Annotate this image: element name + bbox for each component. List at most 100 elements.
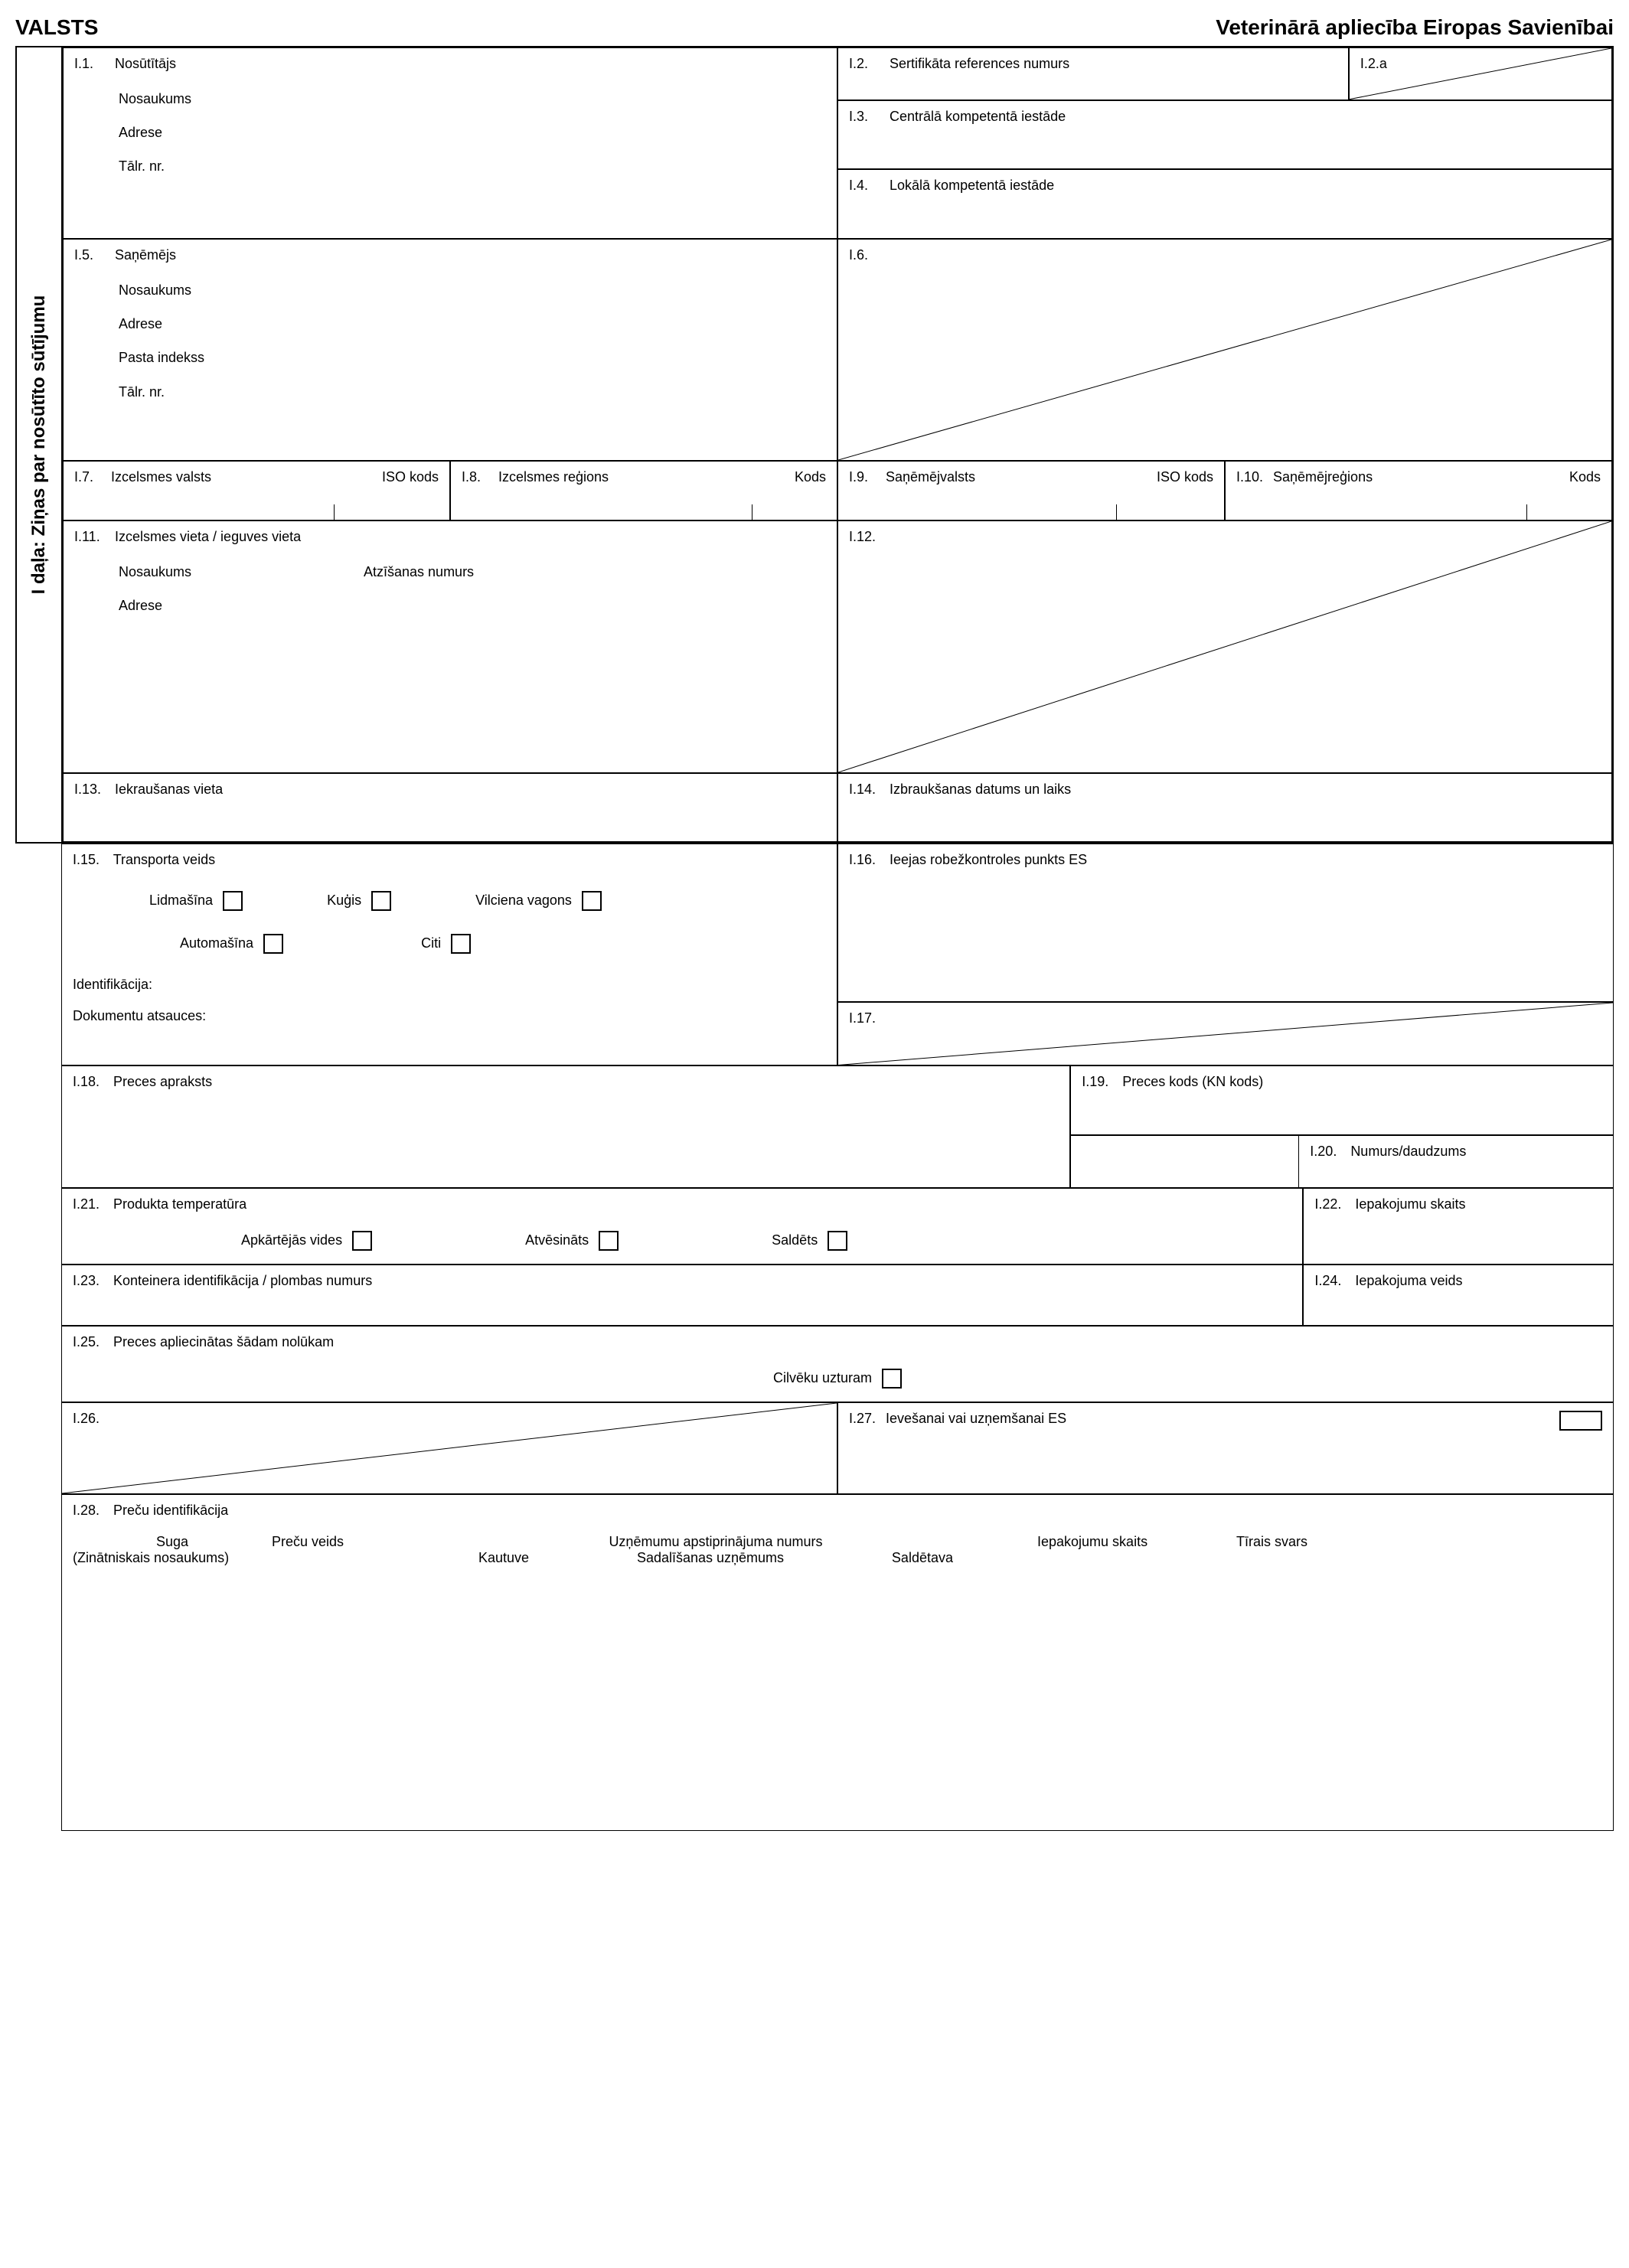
i21-opt3: Saldēts: [772, 1232, 818, 1248]
checkbox-ambient[interactable]: [352, 1231, 372, 1251]
box-i16: I.16. Ieejas robežkontroles punkts ES: [837, 844, 1614, 1002]
i27-num: I.27.: [849, 1411, 886, 1427]
i17-num: I.17.: [849, 1010, 886, 1026]
box-i8: I.8.Izcelsmes reģions Kods: [450, 461, 837, 520]
i15-opt3: Vilciena vagons: [475, 893, 572, 908]
i24-num: I.24.: [1314, 1273, 1351, 1289]
checkbox-ship[interactable]: [371, 891, 391, 911]
checkbox-train[interactable]: [582, 891, 602, 911]
box-i23: I.23. Konteinera identifikācija / plomba…: [61, 1265, 1303, 1326]
i25-opt1: Cilvēku uzturam: [773, 1370, 872, 1385]
i16-num: I.16.: [849, 852, 886, 868]
i7-label: Izcelsmes valsts: [111, 469, 211, 485]
box-i6: I.6.: [837, 239, 1612, 461]
i28-col3-top: Uzņēmumu apstiprinājuma numurs: [471, 1534, 961, 1550]
i11-sub1b: Atzīšanas numurs: [364, 559, 474, 585]
i28-col4: Iepakojumu skaits: [1037, 1534, 1236, 1550]
box-i12: I.12.: [837, 520, 1612, 773]
i22-num: I.22.: [1314, 1196, 1351, 1212]
box-i11: I.11. Izcelsmes vieta / ieguves vieta No…: [63, 520, 837, 773]
i15-opt4: Automašīna: [180, 935, 253, 951]
i15-opt2: Kuģis: [327, 893, 361, 908]
side-label: I daļa: Ziņas par nosūtīto sūtījumu: [17, 47, 63, 842]
i19-label: Preces kods (KN kods): [1122, 1074, 1263, 1089]
i27-label: Ievešanai vai uzņemšanai ES: [886, 1411, 1066, 1426]
i25-num: I.25.: [73, 1334, 109, 1350]
i1-sub2: Adrese: [119, 119, 826, 145]
i26-num: I.26.: [73, 1411, 109, 1427]
checkbox-human-consumption[interactable]: [882, 1369, 902, 1389]
i5-label: Saņēmējs: [115, 247, 176, 263]
i21-num: I.21.: [73, 1196, 109, 1212]
i28-col3c: Saldētava: [892, 1550, 953, 1566]
side-label-text: I daļa: Ziņas par nosūtīto sūtījumu: [28, 295, 50, 595]
i23-num: I.23.: [73, 1273, 109, 1289]
i6-num: I.6.: [849, 247, 886, 263]
i5-sub2: Adrese: [119, 311, 826, 337]
i15-opt5: Citi: [421, 935, 441, 951]
box-i10: I.10.Saņēmējreģions Kods: [1225, 461, 1612, 520]
i9-num: I.9.: [849, 469, 886, 485]
box-i7: I.7.Izcelsmes valsts ISO kods: [63, 461, 450, 520]
i2-label: Sertifikāta references numurs: [890, 56, 1069, 71]
i9-extra: ISO kods: [1157, 469, 1213, 485]
header-right: Veterinārā apliecība Eiropas Savienībai: [1216, 15, 1614, 40]
i15-label: Transporta veids: [113, 852, 215, 867]
i11-label: Izcelsmes vieta / ieguves vieta: [115, 529, 301, 544]
header-left: VALSTS: [15, 15, 98, 40]
i1-sub3: Tālr. nr.: [119, 153, 826, 179]
i28-col1a: Suga: [73, 1534, 272, 1550]
checkbox-frozen[interactable]: [828, 1231, 847, 1251]
i28-col5: Tīrais svars: [1236, 1534, 1405, 1550]
form-header: VALSTS Veterinārā apliecība Eiropas Savi…: [15, 15, 1614, 40]
i5-sub3: Pasta indekss: [119, 344, 826, 370]
i2-num: I.2.: [849, 56, 886, 72]
i21-opt1: Apkārtējās vides: [241, 1232, 342, 1248]
i4-num: I.4.: [849, 178, 886, 194]
checkbox-car[interactable]: [263, 934, 283, 954]
i24-label: Iepakojuma veids: [1355, 1273, 1462, 1288]
i14-label: Izbraukšanas datums un laiks: [890, 782, 1071, 797]
box-i15: I.15. Transporta veids Lidmašīna Kuģis V…: [61, 844, 837, 1065]
i4-label: Lokālā kompetentā iestāde: [890, 178, 1054, 193]
checkbox-import-eu[interactable]: [1559, 1411, 1602, 1431]
i11-sub1: Nosaukums: [119, 559, 364, 585]
i25-label: Preces apliecinātas šādam nolūkam: [113, 1334, 334, 1349]
box-i1: I.1. Nosūtītājs Nosaukums Adrese Tālr. n…: [63, 47, 837, 239]
i3-num: I.3.: [849, 109, 886, 125]
i28-col3a: Kautuve: [478, 1550, 529, 1566]
i10-label: Saņēmējreģions: [1273, 469, 1373, 485]
box-i19: I.19. Preces kods (KN kods): [1070, 1065, 1614, 1135]
i21-opt2: Atvēsināts: [525, 1232, 589, 1248]
i5-sub1: Nosaukums: [119, 277, 826, 303]
i15-opt1: Lidmašīna: [149, 893, 213, 908]
i11-sub2: Adrese: [119, 592, 826, 618]
i1-label: Nosūtītājs: [115, 56, 176, 71]
i13-num: I.13.: [74, 782, 111, 798]
i28-col2: Preču veids: [272, 1534, 471, 1550]
i15-docref: Dokumentu atsauces:: [73, 1008, 826, 1024]
i16-label: Ieejas robežkontroles punkts ES: [890, 852, 1087, 867]
checkbox-airplane[interactable]: [223, 891, 243, 911]
i28-col3b: Sadalīšanas uzņēmums: [637, 1550, 784, 1566]
i5-sub4: Tālr. nr.: [119, 379, 826, 405]
i7-num: I.7.: [74, 469, 111, 485]
i15-ident: Identifikācija:: [73, 977, 826, 993]
i19-num: I.19.: [1082, 1074, 1118, 1090]
i8-num: I.8.: [462, 469, 498, 485]
box-i28: I.28. Preču identifikācija Suga Preču ve…: [61, 1494, 1614, 1831]
i1-sub1: Nosaukums: [119, 86, 826, 112]
box-i13: I.13. Iekraušanas vieta: [63, 773, 837, 842]
i7-extra: ISO kods: [382, 469, 439, 485]
box-i4: I.4. Lokālā kompetentā iestāde: [837, 169, 1612, 239]
box-i25: I.25. Preces apliecinātas šādam nolūkam …: [61, 1326, 1614, 1402]
i10-extra: Kods: [1569, 469, 1601, 485]
i28-col1b: (Zinātniskais nosaukums): [73, 1550, 272, 1566]
checkbox-other[interactable]: [451, 934, 471, 954]
checkbox-chilled[interactable]: [599, 1231, 619, 1251]
i22-label: Iepakojumu skaits: [1355, 1196, 1465, 1212]
i15-num: I.15.: [73, 852, 109, 868]
box-i22: I.22. Iepakojumu skaits: [1303, 1188, 1614, 1265]
i20-num: I.20.: [1310, 1144, 1347, 1160]
box-i17: I.17.: [837, 1002, 1614, 1066]
